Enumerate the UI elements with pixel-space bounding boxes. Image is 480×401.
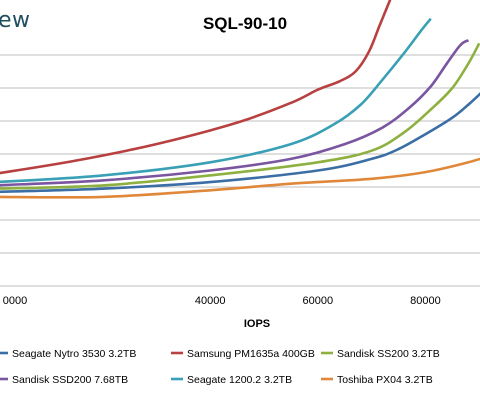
legend-label: Sandisk SS200 3.2TB (337, 348, 440, 360)
legend-item: Seagate Nytro 3530 3.2TB (0, 348, 136, 360)
legend-item: Seagate 1200.2 3.2TB (171, 374, 292, 386)
x-tick-label: 0000 (3, 295, 27, 307)
legend-item: Sandisk SS200 3.2TB (321, 348, 440, 360)
series-line-3 (0, 42, 480, 190)
x-tick-label: 60000 (303, 295, 334, 307)
series-line-1 (0, 92, 480, 194)
x-axis-label: IOPS (244, 318, 270, 330)
x-tick-label: 40000 (195, 295, 226, 307)
brand-logo-text: ew (0, 8, 31, 33)
legend-label: Samsung PM1635a 400GB (187, 348, 315, 360)
series-line-2 (0, 0, 392, 175)
series-line-5 (0, 17, 432, 184)
legend-label: Sandisk SSD200 7.68TB (12, 374, 128, 386)
series-line-6 (0, 157, 480, 199)
legend-label: Seagate 1200.2 3.2TB (187, 374, 292, 386)
legend-item: Samsung PM1635a 400GB (171, 348, 315, 360)
x-tick-label: 80000 (410, 295, 441, 307)
chart-title: SQL-90-10 (202, 14, 288, 33)
series-line-4 (0, 39, 470, 187)
legend-item: Sandisk SSD200 7.68TB (0, 374, 128, 386)
legend-label: Toshiba PX04 3.2TB (337, 374, 433, 386)
legend-item: Toshiba PX04 3.2TB (321, 374, 433, 386)
legend-label: Seagate Nytro 3530 3.2TB (12, 348, 136, 360)
